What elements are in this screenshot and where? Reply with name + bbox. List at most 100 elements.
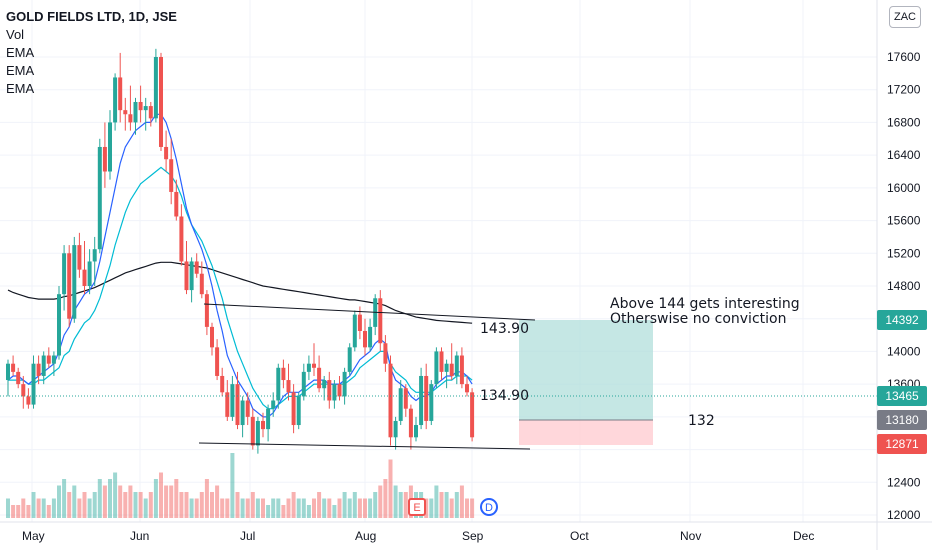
ema-fast-line [7,113,473,418]
candle-body [261,420,265,430]
candle-body [276,367,281,401]
candle-body [439,351,444,372]
candle-body [317,367,322,389]
price-tag-stop: 12871 [877,434,927,454]
volume-bar [449,498,454,518]
candle-body [327,380,332,401]
volume-bar [470,498,475,518]
candle-body [159,57,163,147]
volume-bar [230,453,235,518]
candle-body [230,384,235,417]
volume-bar [189,498,194,518]
candle-body [6,363,10,381]
volume-bar [210,492,214,518]
volume-bar [306,505,311,518]
candle-body [194,261,199,274]
time-tick-label: Oct [570,529,589,543]
volume-bar [429,498,434,518]
candle-body [240,400,245,426]
volume-bar [327,498,332,518]
candle-body [454,355,459,376]
target-zone[interactable] [519,320,653,420]
volume-bar [235,492,240,518]
legend-ema-1[interactable]: EMA [6,45,35,60]
time-axis[interactable]: May Jun Jul Aug Sep Oct Nov Dec [22,529,814,543]
legend-ema-2[interactable]: EMA [6,63,35,78]
candle-body [204,294,209,327]
volume-bar [444,492,449,518]
volume-bar [434,485,439,518]
trend-lines[interactable] [0,303,877,450]
resistance-trendline[interactable] [203,303,536,321]
candle-body [215,347,220,376]
legend-ema-3[interactable]: EMA [6,81,35,96]
grid [0,0,877,522]
dividend-event-icon[interactable]: D [480,498,498,516]
price-tag-last: 13465 [877,386,927,406]
candle-body [250,416,255,446]
volume-bar [276,498,281,518]
volume-bar [21,498,26,518]
support-trendline[interactable] [198,442,531,450]
candle-body [21,384,26,397]
volume-bar [271,498,276,518]
candle-body [459,355,464,385]
candle-body [97,146,102,250]
volume-bar [128,485,133,518]
volume-bar [11,505,16,518]
volume-bar [291,492,296,518]
price-tag-upper: 14392 [877,310,927,330]
candle-body [306,363,311,372]
volume-bar [153,479,158,518]
volume-bar [383,479,388,518]
volume-bar [113,472,118,518]
stop-zone[interactable] [519,420,653,445]
candle-body [291,392,296,426]
candle-body [465,384,469,393]
time-tick-label: May [22,529,45,543]
symbol-title[interactable]: GOLD FIELDS LTD, 1D, JSE [6,9,177,24]
candle-body [113,77,118,123]
volume-bar [266,505,271,518]
price-tick-label: 17200 [887,83,921,97]
volume-bar [465,498,469,518]
candle-body [342,371,347,397]
volume-bar [92,492,97,518]
candle-body [62,253,67,295]
volume-bar [301,498,306,518]
currency-button[interactable]: ZAC [889,6,921,28]
candle-body [434,351,439,385]
candle-body [36,363,41,376]
time-tick-label: Sep [462,529,484,543]
candle-body [347,347,352,372]
risk-reward-tool[interactable] [519,320,653,445]
volume-bar [342,492,347,518]
volume-bar [194,498,199,518]
volume-bar [102,485,107,518]
candle-body [72,245,77,319]
volume-bar [57,485,61,518]
time-tick-label: Jun [130,529,149,543]
candle-body [378,298,383,344]
candle-body [352,314,357,348]
candle-body [179,216,184,262]
candle-body [174,191,179,217]
volume-bar [148,492,153,518]
candle-body [102,146,107,172]
volume-bar [199,492,204,518]
candle-body [444,363,449,372]
volume-bar [352,492,357,518]
legend-vol[interactable]: Vol [6,27,25,42]
candle-body [51,355,56,364]
candle-body [210,326,214,348]
volume-bar [118,485,123,518]
candle-body [408,408,413,438]
volume-bar [72,485,77,518]
volume-bar [312,498,316,518]
earnings-event-icon[interactable]: E [408,498,426,516]
candle-body [87,261,92,286]
volume-bar [250,492,255,518]
candle-body [296,396,301,426]
chart-legend: GOLD FIELDS LTD, 1D, JSE Vol EMA EMA EMA [6,8,177,98]
